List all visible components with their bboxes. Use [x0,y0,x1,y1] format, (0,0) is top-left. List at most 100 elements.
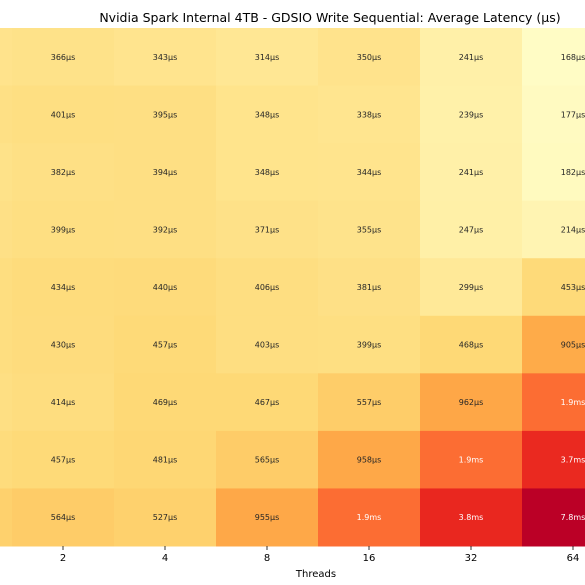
heatmap-cell [216,488,319,547]
cell-value-label: 440µs [153,283,178,292]
heatmap-cell [12,488,115,547]
heatmap-cell-clipped [0,488,12,547]
cell-value-label: 905µs [561,341,585,350]
cell-value-label: 214µs [561,225,585,234]
cell-value-label: 177µs [561,110,585,119]
heatmap-cell-clipped [0,373,12,432]
cell-value-label: 962µs [459,398,484,407]
cell-value-label: 457µs [153,341,178,350]
cell-value-label: 1.9ms [459,456,484,465]
cell-value-label: 430µs [51,341,76,350]
cell-value-label: 338µs [357,110,382,119]
heatmap-cell [420,28,523,87]
cell-value-label: 7.8ms [561,513,585,522]
heatmap-cell [114,143,217,202]
heatmap-cell [420,315,523,374]
x-tick-label: 8 [264,553,270,564]
cell-value-label: 344µs [357,168,382,177]
cell-value-label: 414µs [51,398,76,407]
heatmap-cell [12,28,115,87]
heatmap-cell [522,258,585,317]
cell-value-label: 348µs [255,110,280,119]
x-tick-label: 4 [162,553,168,564]
heatmap-cell [114,28,217,87]
heatmap-cell [12,200,115,259]
heatmap-cell [12,315,115,374]
heatmap-cell [216,430,319,489]
heatmap-cell [522,85,585,144]
cell-value-label: 564µs [51,513,76,522]
heatmap-cell [318,488,421,547]
cell-value-label: 399µs [51,225,76,234]
heatmap-cell [522,315,585,374]
cell-value-label: 406µs [255,283,280,292]
heatmap-cell [420,373,523,432]
cell-value-label: 955µs [255,513,280,522]
cell-value-label: 241µs [459,168,484,177]
heatmap-cell [216,28,319,87]
cell-value-label: 348µs [255,168,280,177]
heatmap-cell [318,315,421,374]
cell-value-label: 1.9ms [561,398,585,407]
x-tick-label: 64 [567,553,580,564]
heatmap-cells: 366µs 343µs 314µs 350µs 241µs 168µs 401µs 395µs… [0,28,585,547]
heatmap-cell [318,200,421,259]
cell-value-label: 394µs [153,168,178,177]
x-axis: 2 4 8 16 32 64 [60,546,580,564]
cell-value-label: 241µs [459,53,484,62]
heatmap-cell [12,143,115,202]
cell-value-label: 457µs [51,456,76,465]
heatmap-cell [318,85,421,144]
heatmap-cell [420,258,523,317]
cell-value-label: 468µs [459,341,484,350]
x-tick-label: 16 [363,553,376,564]
heatmap-cell [216,200,319,259]
cell-value-label: 3.7ms [561,456,585,465]
cell-value-label: 381µs [357,283,382,292]
cell-value-label: 3.8ms [459,513,484,522]
heatmap-cell [522,488,585,547]
heatmap-cell [420,200,523,259]
heatmap-cell [114,258,217,317]
cell-value-label: 565µs [255,456,280,465]
heatmap-cell [114,488,217,547]
cell-value-label: 355µs [357,225,382,234]
cell-value-label: 382µs [51,168,76,177]
cell-value-label: 392µs [153,225,178,234]
heatmap-cell [420,143,523,202]
heatmap-cell [318,143,421,202]
heatmap-cell-clipped [0,28,12,87]
cell-value-label: 168µs [561,53,585,62]
heatmap-cell-clipped [0,430,12,489]
heatmap-cell [318,258,421,317]
cell-value-label: 314µs [255,53,280,62]
heatmap-cell-clipped [0,315,12,374]
heatmap-cell [420,488,523,547]
heatmap-cell [12,85,115,144]
heatmap-cell [114,85,217,144]
heatmap-cell [522,373,585,432]
heatmap-cell [522,143,585,202]
heatmap-cell [216,143,319,202]
heatmap-cell [12,373,115,432]
heatmap-cell [12,258,115,317]
chart-title: Nvidia Spark Internal 4TB - GDSIO Write … [99,10,560,25]
heatmap-cell [420,85,523,144]
heatmap-cell [522,28,585,87]
heatmap-cell [12,430,115,489]
cell-value-label: 958µs [357,456,382,465]
cell-value-label: 371µs [255,225,280,234]
heatmap-cell [318,28,421,87]
cell-value-label: 395µs [153,110,178,119]
cell-value-label: 182µs [561,168,585,177]
cell-value-label: 399µs [357,341,382,350]
heatmap-cell-clipped [0,85,12,144]
heatmap-cell [216,373,319,432]
cell-value-label: 453µs [561,283,585,292]
heatmap-cell [420,430,523,489]
cell-value-label: 434µs [51,283,76,292]
heatmap-cell [114,373,217,432]
heatmap-cell-clipped [0,143,12,202]
cell-value-label: 401µs [51,110,76,119]
